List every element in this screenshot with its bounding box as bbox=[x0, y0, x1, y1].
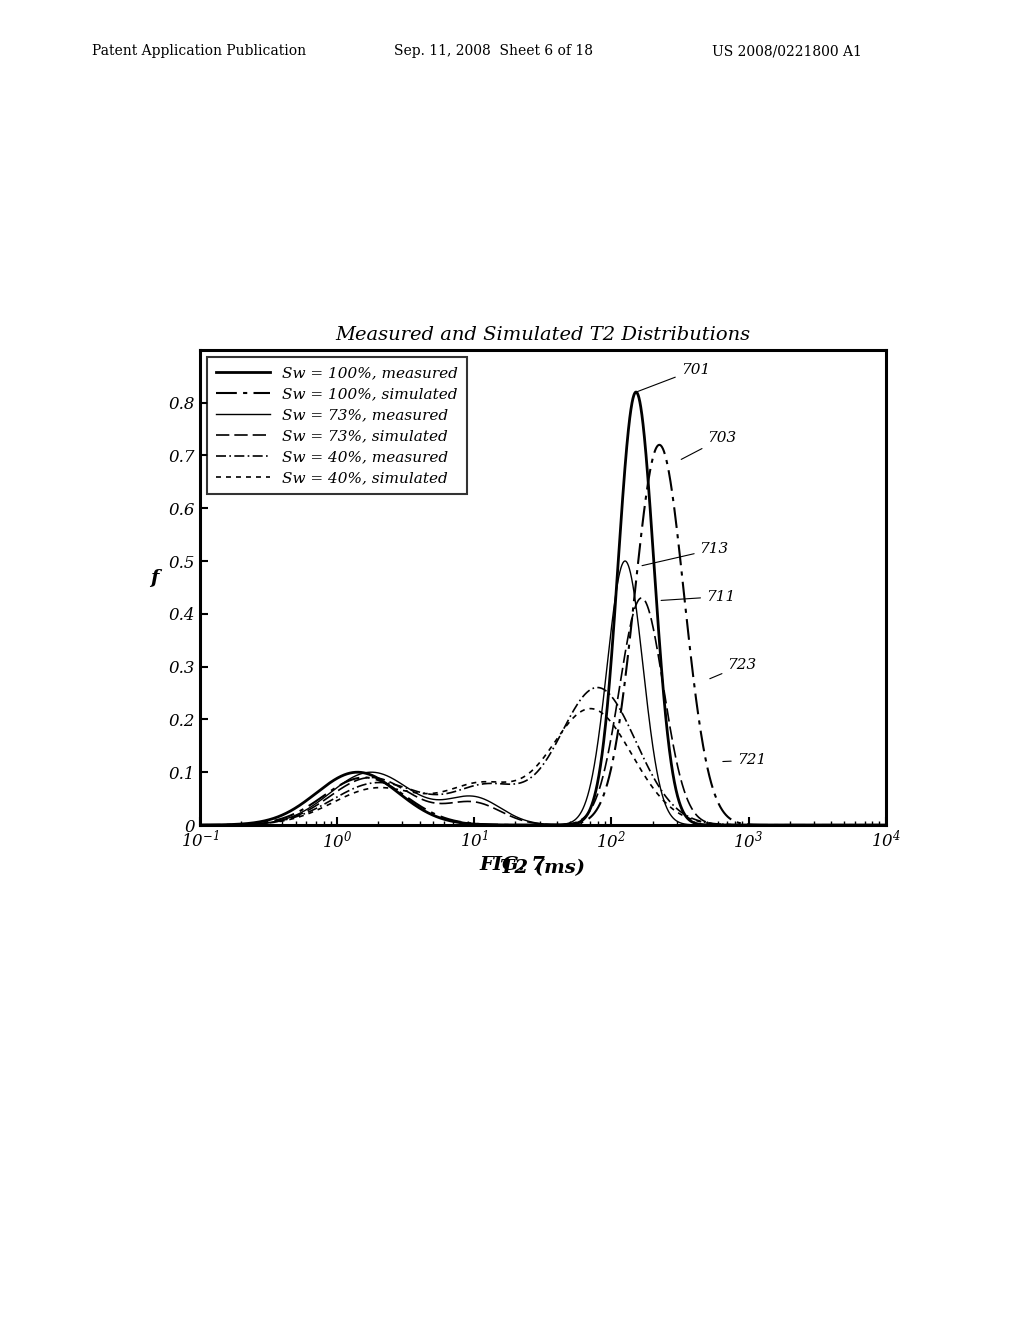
Sw = 73%, simulated bbox=[194, 817, 206, 833]
Sw = 40%, measured bbox=[866, 817, 879, 833]
Sw = 40%, simulated bbox=[880, 817, 892, 833]
Sw = 40%, measured bbox=[194, 817, 206, 833]
Sw = 73%, simulated bbox=[271, 813, 284, 829]
Text: 723: 723 bbox=[710, 659, 757, 678]
Y-axis label: f: f bbox=[151, 569, 159, 587]
Sw = 100%, simulated bbox=[653, 437, 666, 453]
Text: 711: 711 bbox=[662, 590, 735, 603]
Text: Sep. 11, 2008  Sheet 6 of 18: Sep. 11, 2008 Sheet 6 of 18 bbox=[394, 45, 593, 58]
Sw = 73%, simulated bbox=[635, 590, 647, 606]
Sw = 100%, simulated bbox=[271, 812, 284, 828]
Text: US 2008/0221800 A1: US 2008/0221800 A1 bbox=[712, 45, 861, 58]
Sw = 73%, measured bbox=[486, 796, 499, 812]
Sw = 100%, measured bbox=[793, 817, 805, 833]
Sw = 73%, measured bbox=[194, 817, 206, 833]
Legend: Sw = 100%, measured, Sw = 100%, simulated, Sw = 73%, measured, Sw = 73%, simulat: Sw = 100%, measured, Sw = 100%, simulate… bbox=[207, 358, 467, 494]
Sw = 100%, measured bbox=[486, 817, 499, 833]
Sw = 73%, simulated bbox=[880, 817, 892, 833]
Sw = 40%, simulated bbox=[457, 777, 469, 793]
Sw = 100%, measured bbox=[880, 817, 892, 833]
Sw = 40%, simulated bbox=[271, 814, 284, 830]
Text: 703: 703 bbox=[681, 432, 736, 459]
Line: Sw = 40%, simulated: Sw = 40%, simulated bbox=[200, 709, 886, 825]
Sw = 73%, measured bbox=[793, 817, 805, 833]
Sw = 40%, measured bbox=[880, 817, 892, 833]
Sw = 73%, simulated bbox=[312, 796, 325, 812]
Line: Sw = 100%, simulated: Sw = 100%, simulated bbox=[200, 445, 886, 825]
Line: Sw = 100%, measured: Sw = 100%, measured bbox=[200, 392, 886, 825]
Text: 713: 713 bbox=[642, 543, 729, 566]
Sw = 40%, measured bbox=[793, 817, 805, 833]
Sw = 73%, simulated bbox=[866, 817, 879, 833]
Text: Patent Application Publication: Patent Application Publication bbox=[92, 45, 306, 58]
Sw = 40%, simulated bbox=[312, 801, 325, 817]
Sw = 100%, measured bbox=[457, 814, 469, 830]
Sw = 73%, measured bbox=[271, 813, 284, 829]
X-axis label: T2 (ms): T2 (ms) bbox=[500, 859, 586, 876]
Sw = 73%, simulated bbox=[457, 793, 469, 809]
Text: FIG. 7: FIG. 7 bbox=[479, 855, 545, 874]
Sw = 73%, measured bbox=[880, 817, 892, 833]
Sw = 100%, measured bbox=[866, 817, 879, 833]
Text: 721: 721 bbox=[723, 754, 766, 767]
Sw = 100%, measured bbox=[630, 384, 642, 400]
Sw = 100%, measured bbox=[312, 783, 325, 799]
Sw = 40%, simulated bbox=[585, 701, 597, 717]
Sw = 40%, simulated bbox=[486, 774, 499, 789]
Sw = 100%, simulated bbox=[312, 792, 325, 808]
Sw = 40%, measured bbox=[271, 813, 284, 829]
Sw = 73%, simulated bbox=[793, 817, 805, 833]
Sw = 40%, simulated bbox=[866, 817, 879, 833]
Text: 701: 701 bbox=[636, 363, 710, 392]
Sw = 40%, measured bbox=[457, 781, 469, 797]
Sw = 100%, simulated bbox=[194, 817, 206, 833]
Sw = 40%, measured bbox=[591, 680, 603, 696]
Sw = 73%, simulated bbox=[486, 800, 499, 816]
Sw = 100%, simulated bbox=[866, 817, 879, 833]
Sw = 73%, measured bbox=[618, 553, 631, 569]
Sw = 73%, measured bbox=[312, 793, 325, 809]
Sw = 100%, measured bbox=[271, 809, 284, 825]
Line: Sw = 73%, measured: Sw = 73%, measured bbox=[200, 561, 886, 825]
Sw = 73%, measured bbox=[866, 817, 879, 833]
Sw = 100%, simulated bbox=[457, 814, 469, 830]
Sw = 100%, simulated bbox=[793, 817, 805, 833]
Sw = 100%, simulated bbox=[486, 817, 499, 833]
Sw = 40%, simulated bbox=[793, 817, 805, 833]
Sw = 100%, measured bbox=[194, 817, 206, 833]
Sw = 100%, simulated bbox=[880, 817, 892, 833]
Line: Sw = 73%, simulated: Sw = 73%, simulated bbox=[200, 598, 886, 825]
Sw = 73%, measured bbox=[457, 788, 469, 804]
Sw = 40%, measured bbox=[486, 775, 499, 791]
Sw = 40%, measured bbox=[312, 799, 325, 814]
Title: Measured and Simulated T2 Distributions: Measured and Simulated T2 Distributions bbox=[335, 326, 751, 345]
Line: Sw = 40%, measured: Sw = 40%, measured bbox=[200, 688, 886, 825]
Sw = 40%, simulated bbox=[194, 817, 206, 833]
